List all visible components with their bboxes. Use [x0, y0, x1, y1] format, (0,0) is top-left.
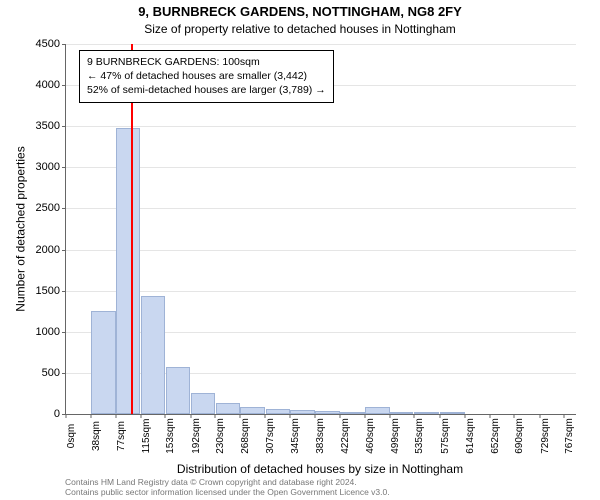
info-box-line: ← 47% of detached houses are smaller (3,… [87, 69, 326, 83]
x-tick-label: 535sqm [414, 418, 425, 454]
histogram-bar [340, 412, 364, 414]
chart-title-main: 9, BURNBRECK GARDENS, NOTTINGHAM, NG8 2F… [0, 4, 600, 19]
histogram-bar [216, 403, 240, 415]
x-tick-label: 575sqm [440, 418, 451, 454]
x-tick-label: 383sqm [315, 418, 326, 454]
gridline-horizontal [66, 126, 576, 127]
y-tick-label: 2000 [36, 244, 60, 256]
chart-title-sub: Size of property relative to detached ho… [0, 22, 600, 36]
x-tick-label: 115sqm [141, 419, 152, 454]
y-axis-label-wrap: Number of detached properties [14, 44, 28, 414]
gridline-horizontal [66, 208, 576, 209]
y-tick-label: 1500 [36, 285, 60, 297]
chart-container: 9, BURNBRECK GARDENS, NOTTINGHAM, NG8 2F… [0, 0, 600, 500]
x-tick-label: 767sqm [564, 418, 575, 454]
info-box-line: 52% of semi-detached houses are larger (… [87, 83, 326, 97]
gridline-horizontal [66, 44, 576, 45]
histogram-bar [191, 393, 215, 414]
x-tick-label: 38sqm [91, 421, 102, 451]
x-tick-mark [140, 414, 141, 418]
x-tick-label: 0sqm [66, 424, 77, 448]
info-box-line: 9 BURNBRECK GARDENS: 100sqm [87, 55, 326, 69]
histogram-bar [240, 407, 265, 414]
histogram-bar [440, 412, 465, 414]
x-tick-label: 268sqm [240, 418, 251, 454]
x-tick-label: 345sqm [290, 418, 301, 454]
histogram-bar [414, 412, 439, 414]
x-tick-label: 422sqm [340, 418, 351, 454]
y-tick-label: 3500 [36, 120, 60, 132]
y-tick-label: 2500 [36, 202, 60, 214]
gridline-horizontal [66, 167, 576, 168]
histogram-bar [290, 410, 314, 414]
x-tick-mark [116, 414, 117, 418]
x-tick-label: 77sqm [116, 421, 127, 451]
x-tick-label: 729sqm [540, 418, 551, 454]
histogram-bar [390, 412, 413, 414]
x-tick-mark [90, 414, 91, 418]
y-axis-label: Number of detached properties [14, 146, 28, 311]
histogram-bar [141, 296, 165, 414]
histogram-bar [91, 311, 116, 414]
y-tick-label: 500 [42, 367, 60, 379]
x-tick-label: 230sqm [215, 418, 226, 454]
copyright-text: Contains HM Land Registry data © Crown c… [65, 478, 590, 498]
x-tick-label: 307sqm [265, 418, 276, 454]
x-tick-label: 690sqm [514, 418, 525, 454]
histogram-bar [166, 367, 191, 414]
y-tick-label: 4000 [36, 79, 60, 91]
histogram-bar [266, 409, 290, 414]
x-tick-label: 499sqm [390, 418, 401, 454]
x-tick-label: 192sqm [191, 418, 202, 454]
x-axis-label: Distribution of detached houses by size … [65, 462, 575, 476]
x-tick-label: 153sqm [165, 418, 176, 454]
gridline-horizontal [66, 250, 576, 251]
histogram-bar [315, 411, 340, 414]
plot-area: 0500100015002000250030003500400045000sqm… [65, 44, 576, 415]
copyright-line-2: Contains public sector information licen… [65, 488, 590, 498]
x-tick-label: 460sqm [365, 418, 376, 454]
histogram-bar [365, 407, 390, 414]
y-tick-label: 1000 [36, 326, 60, 338]
y-tick-label: 4500 [36, 38, 60, 50]
histogram-bar [116, 128, 140, 414]
info-box: 9 BURNBRECK GARDENS: 100sqm← 47% of deta… [79, 50, 334, 103]
x-tick-mark [66, 414, 67, 418]
y-tick-label: 3000 [36, 161, 60, 173]
y-tick-label: 0 [54, 408, 60, 420]
x-tick-label: 614sqm [465, 418, 476, 454]
gridline-horizontal [66, 291, 576, 292]
x-tick-label: 652sqm [490, 418, 501, 454]
